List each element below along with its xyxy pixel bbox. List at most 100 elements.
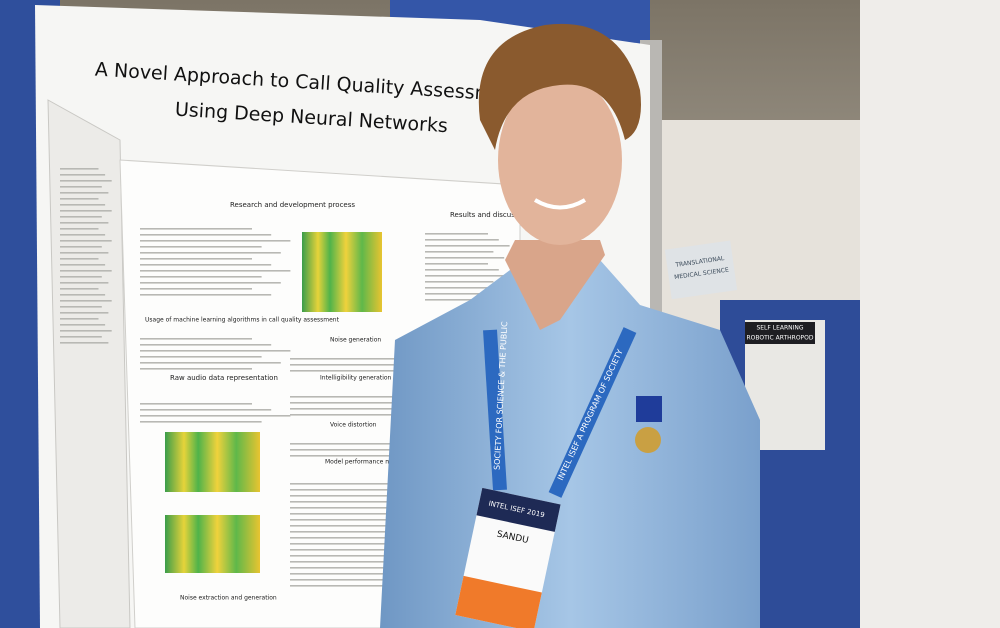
text-line xyxy=(140,240,291,242)
text-line xyxy=(60,264,106,266)
badge-header xyxy=(476,487,561,532)
badge-band xyxy=(455,575,542,628)
text-line xyxy=(425,287,505,289)
text-line xyxy=(140,264,272,266)
text-line xyxy=(425,263,488,265)
text-line xyxy=(140,276,262,278)
text-line xyxy=(60,186,102,188)
text-line xyxy=(60,300,112,302)
text-line xyxy=(60,246,102,248)
text-line xyxy=(425,269,499,271)
text-line xyxy=(60,318,99,320)
spectrogram xyxy=(165,432,260,492)
face xyxy=(498,75,622,245)
text-line xyxy=(140,234,272,236)
text-line xyxy=(290,483,444,485)
text-line xyxy=(140,338,252,340)
text-line xyxy=(140,403,252,405)
hair xyxy=(478,23,641,150)
text-line xyxy=(290,579,471,581)
text-line xyxy=(60,210,112,212)
text-line xyxy=(60,330,112,332)
text-line xyxy=(290,358,437,360)
text-line xyxy=(60,312,109,314)
text-line xyxy=(290,573,444,575)
text-line xyxy=(60,252,109,254)
text-line xyxy=(140,421,262,423)
text-line xyxy=(60,222,109,224)
poster-side-panel xyxy=(47,99,131,628)
text-line xyxy=(290,364,463,366)
text-line xyxy=(290,543,444,545)
text-line xyxy=(60,174,106,176)
lanyard-strap xyxy=(483,329,507,491)
text-line xyxy=(60,306,102,308)
text-line xyxy=(140,356,262,358)
text-line xyxy=(60,324,106,326)
section-heading: Model performance metrics xyxy=(325,459,408,466)
text-line xyxy=(290,501,458,503)
text-line xyxy=(60,240,112,242)
text-line xyxy=(425,239,499,241)
text-line xyxy=(290,443,437,445)
text-line xyxy=(425,275,510,277)
text-line xyxy=(60,342,109,344)
text-line xyxy=(140,350,291,352)
text-line xyxy=(140,228,252,230)
text-line xyxy=(60,276,102,278)
neighbor-title: SELF LEARNING xyxy=(756,325,803,332)
lanyard-strap xyxy=(548,327,637,498)
text-line xyxy=(425,233,488,235)
text-line xyxy=(290,455,488,457)
section-heading: Noise generation xyxy=(330,337,381,344)
text-line xyxy=(60,204,106,206)
text-line xyxy=(60,198,99,200)
sign-board xyxy=(664,240,738,300)
text-line xyxy=(290,402,463,404)
text-line xyxy=(290,370,488,372)
text-line xyxy=(290,449,463,451)
text-line xyxy=(60,294,106,296)
medal-ribbon xyxy=(636,396,662,422)
text-line xyxy=(425,251,494,253)
text-line xyxy=(140,270,291,272)
text-line xyxy=(60,228,99,230)
text-line xyxy=(140,294,272,296)
section-heading: Research and development process xyxy=(230,201,355,209)
text-line xyxy=(290,408,488,410)
text-line xyxy=(60,336,102,338)
white-curtain xyxy=(860,0,1000,628)
text-line xyxy=(60,180,112,182)
booth-sign: TRANSLATIONAL MEDICAL SCIENCE xyxy=(664,240,738,300)
section-heading: Noise extraction and generation xyxy=(180,595,277,602)
medal xyxy=(635,427,661,453)
text-line xyxy=(140,409,272,411)
text-line xyxy=(425,257,505,259)
text-line xyxy=(140,415,291,417)
text-line xyxy=(290,414,450,416)
text-line xyxy=(290,519,471,521)
text-line xyxy=(290,549,471,551)
text-line xyxy=(60,288,99,290)
text-line xyxy=(425,245,510,247)
section-heading: Raw audio data representation xyxy=(170,374,278,382)
text-line xyxy=(290,531,458,533)
text-line xyxy=(140,246,262,248)
text-line xyxy=(140,252,281,254)
section-heading: Results and discussion xyxy=(450,211,529,219)
text-line xyxy=(290,489,471,491)
spectrogram xyxy=(165,515,260,573)
text-line xyxy=(60,258,99,260)
text-line xyxy=(425,281,494,283)
text-line xyxy=(425,299,499,301)
text-line xyxy=(60,270,112,272)
text-line xyxy=(140,344,272,346)
section-heading: Voice distortion xyxy=(330,422,377,429)
text-line xyxy=(60,216,102,218)
neighbor-title-box xyxy=(745,322,815,344)
text-line xyxy=(60,282,109,284)
text-line xyxy=(290,561,458,563)
text-line xyxy=(140,362,281,364)
